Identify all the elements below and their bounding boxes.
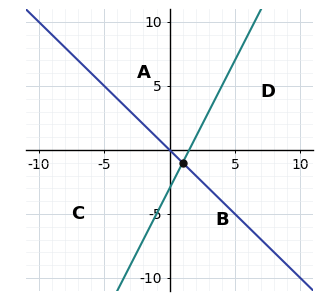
Text: D: D <box>260 83 275 101</box>
Text: A: A <box>137 64 151 82</box>
Text: C: C <box>71 205 85 223</box>
Text: B: B <box>215 211 229 229</box>
